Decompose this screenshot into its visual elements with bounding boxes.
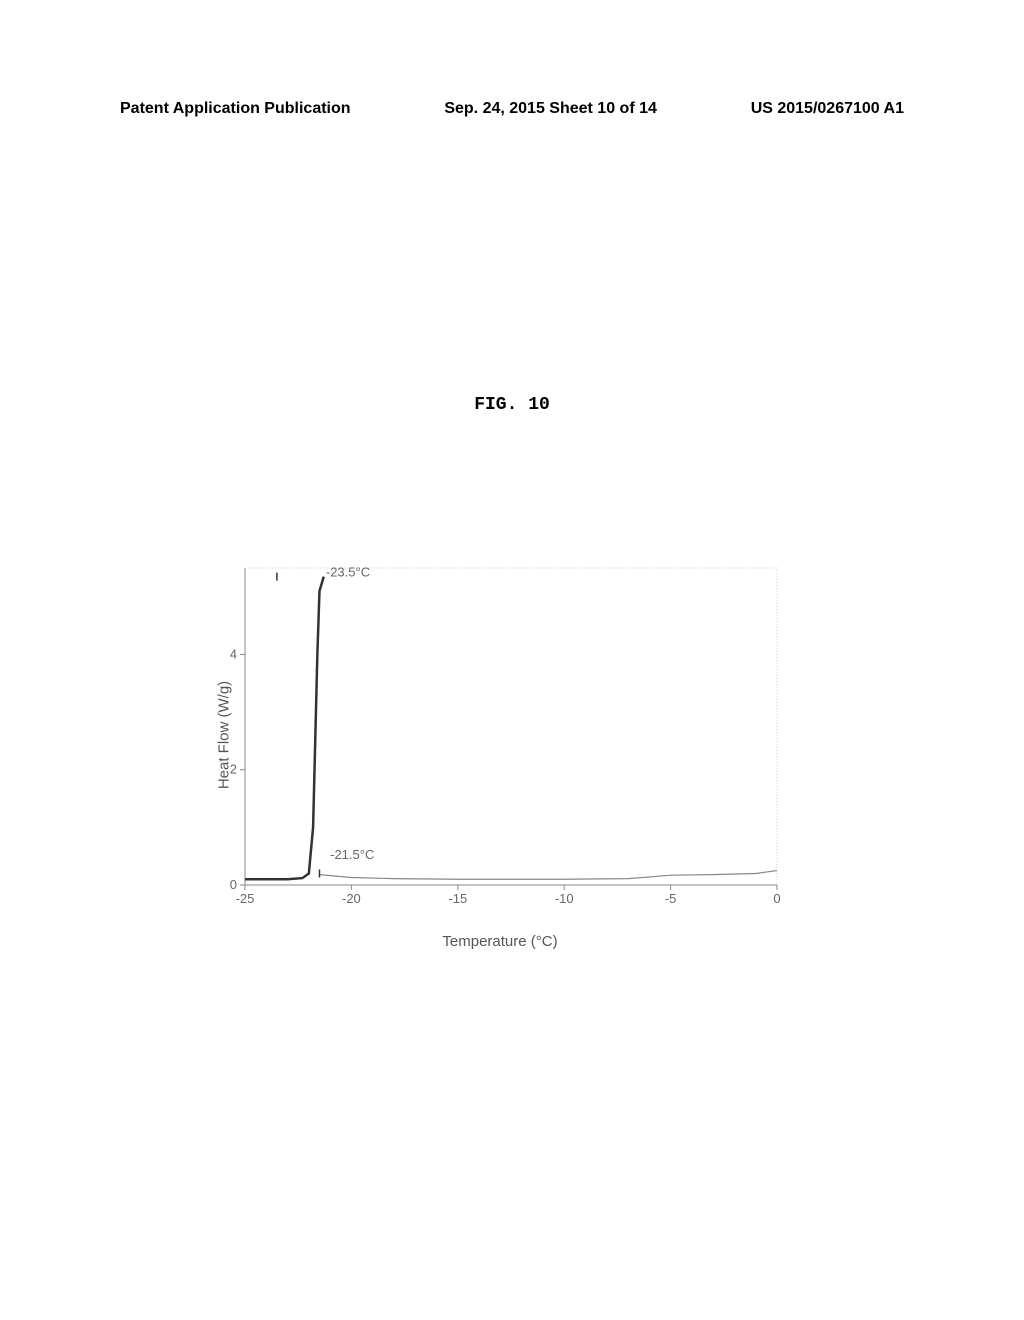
header-center: Sep. 24, 2015 Sheet 10 of 14 [444, 100, 657, 118]
chart-svg: -25-20-15-10-50024-23.5°C-21.5°C [215, 560, 785, 910]
header-left: Patent Application Publication [120, 100, 351, 118]
svg-text:0: 0 [773, 891, 780, 906]
svg-text:-5: -5 [665, 891, 677, 906]
figure-label: FIG. 10 [0, 395, 1024, 415]
x-axis-label: Temperature (°C) [442, 933, 557, 950]
svg-text:-23.5°C: -23.5°C [326, 565, 370, 580]
svg-text:4: 4 [230, 646, 237, 661]
svg-text:-20: -20 [342, 891, 361, 906]
svg-text:-10: -10 [555, 891, 574, 906]
svg-text:0: 0 [230, 877, 237, 892]
dsc-chart: Heat Flow (W/g) Temperature (°C) -25-20-… [215, 560, 785, 910]
page-header: Patent Application Publication Sep. 24, … [0, 100, 1024, 118]
svg-text:-15: -15 [448, 891, 467, 906]
header-right: US 2015/0267100 A1 [751, 100, 904, 118]
svg-text:-25: -25 [236, 891, 255, 906]
svg-text:-21.5°C: -21.5°C [330, 847, 374, 862]
y-axis-label: Heat Flow (W/g) [216, 681, 233, 789]
